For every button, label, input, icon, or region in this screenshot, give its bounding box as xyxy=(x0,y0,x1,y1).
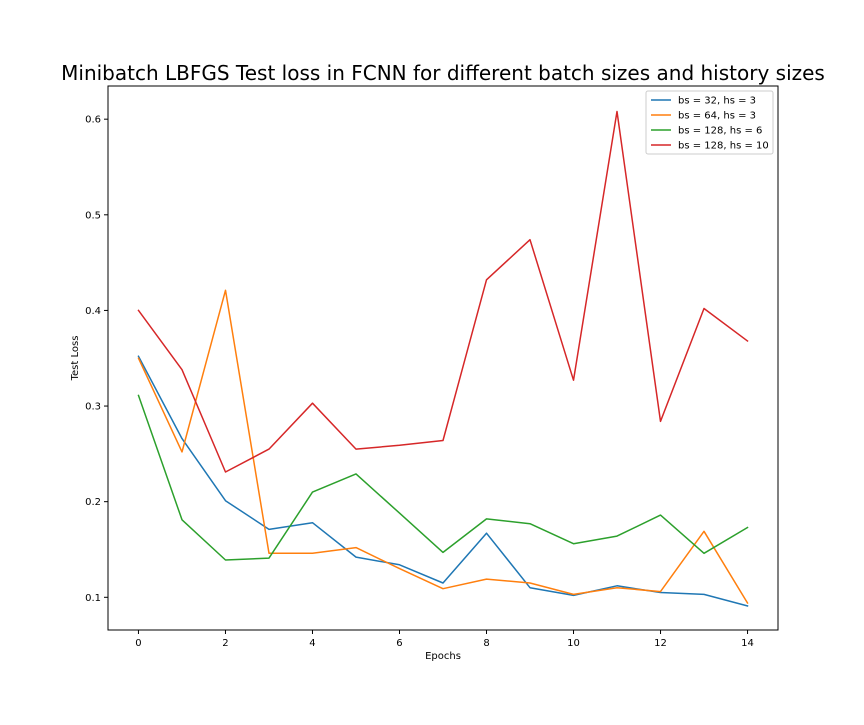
legend-box xyxy=(645,90,774,155)
x-axis: 0 2 4 6 8 10 12 14 xyxy=(135,630,754,649)
x-tick-label: 6 xyxy=(396,638,402,649)
y-axis: 0.1 0.2 0.3 0.4 0.5 0.6 xyxy=(85,115,108,604)
series-line-4 xyxy=(137,110,749,473)
y-tick-label: 0.6 xyxy=(85,115,101,126)
y-tick-label: 0.5 xyxy=(85,210,101,221)
x-tick-label: 0 xyxy=(135,638,141,649)
x-axis-label: Epochs xyxy=(425,651,461,662)
y-tick-label: 0.1 xyxy=(85,593,101,604)
series-line-3 xyxy=(137,394,749,561)
legend-label-2: bs = 64, hs = 3 xyxy=(678,111,756,122)
legend: bs = 32, hs = 3 bs = 64, hs = 3 bs = 128, … xyxy=(645,90,774,155)
y-axis-label: Test Loss xyxy=(70,336,81,382)
plot-area xyxy=(107,85,779,631)
y-tick-label: 0.3 xyxy=(85,402,101,413)
series-lines xyxy=(137,110,749,607)
x-tick-label: 14 xyxy=(741,638,754,649)
chart-title: Minibatch LBFGS Test loss in FCNN for di… xyxy=(61,61,825,85)
x-tick-label: 8 xyxy=(483,638,489,649)
x-tick-label: 4 xyxy=(309,638,315,649)
legend-label-1: bs = 32, hs = 3 xyxy=(678,96,756,107)
legend-label-4: bs = 128, hs = 10 xyxy=(678,141,769,152)
y-tick-label: 0.4 xyxy=(85,306,101,317)
series-line-2 xyxy=(137,289,749,605)
y-tick-label: 0.2 xyxy=(85,497,101,508)
x-tick-label: 2 xyxy=(222,638,228,649)
x-tick-label: 12 xyxy=(654,638,667,649)
x-tick-label: 10 xyxy=(567,638,580,649)
legend-label-3: bs = 128, hs = 6 xyxy=(678,126,762,137)
